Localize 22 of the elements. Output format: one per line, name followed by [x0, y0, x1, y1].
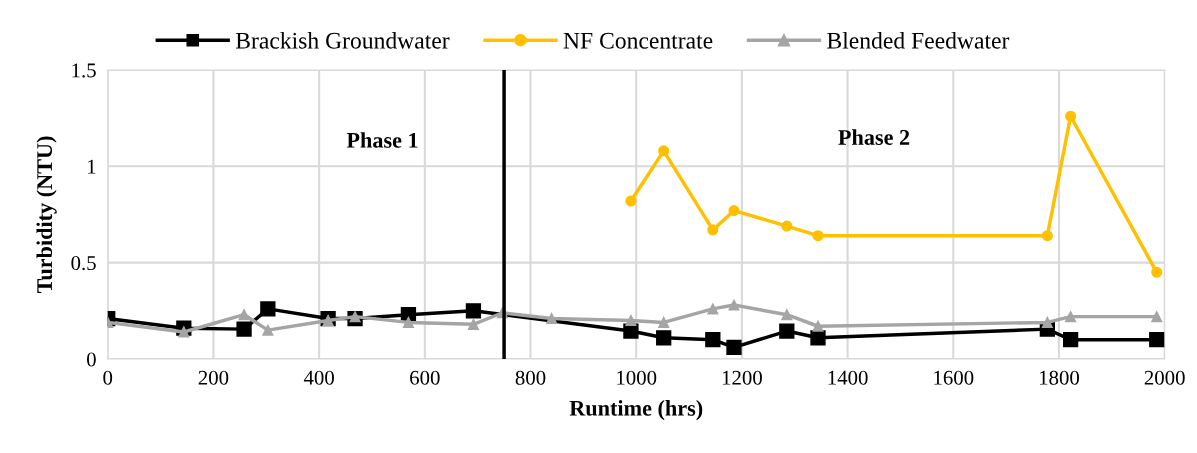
x-tick-label: 1200 — [722, 370, 762, 385]
x-tick-label: 800 — [515, 370, 546, 385]
x-axis-title: Runtime (hrs) — [569, 400, 703, 421]
x-tick-label: 0 — [103, 370, 113, 385]
x-tick-label: 1600 — [934, 370, 974, 385]
x-tick-label: 200 — [198, 370, 229, 385]
x-tick-label: 600 — [410, 370, 440, 385]
legend-label: Blended Feedwater — [827, 32, 1010, 49]
legend-label: NF Concentrate — [563, 32, 713, 49]
y-tick-label: 0.5 — [71, 256, 96, 271]
y-tick-label: 0 — [87, 352, 96, 367]
annotation: Phase 1 — [346, 132, 418, 148]
x-tick-label: 1800 — [1039, 370, 1080, 385]
y-tick-label: 1 — [88, 159, 96, 174]
legend-label: Brackish Groundwater — [235, 32, 450, 49]
x-tick-label: 2000 — [1144, 370, 1185, 385]
y-tick-label: 1.5 — [72, 63, 96, 78]
x-tick-label: 1000 — [617, 370, 657, 385]
x-tick-label: 1400 — [828, 370, 868, 385]
x-tick-label: 400 — [303, 370, 334, 385]
annotation: Phase 2 — [838, 129, 910, 145]
y-axis-title: Turbidity (NTU) — [36, 136, 57, 294]
